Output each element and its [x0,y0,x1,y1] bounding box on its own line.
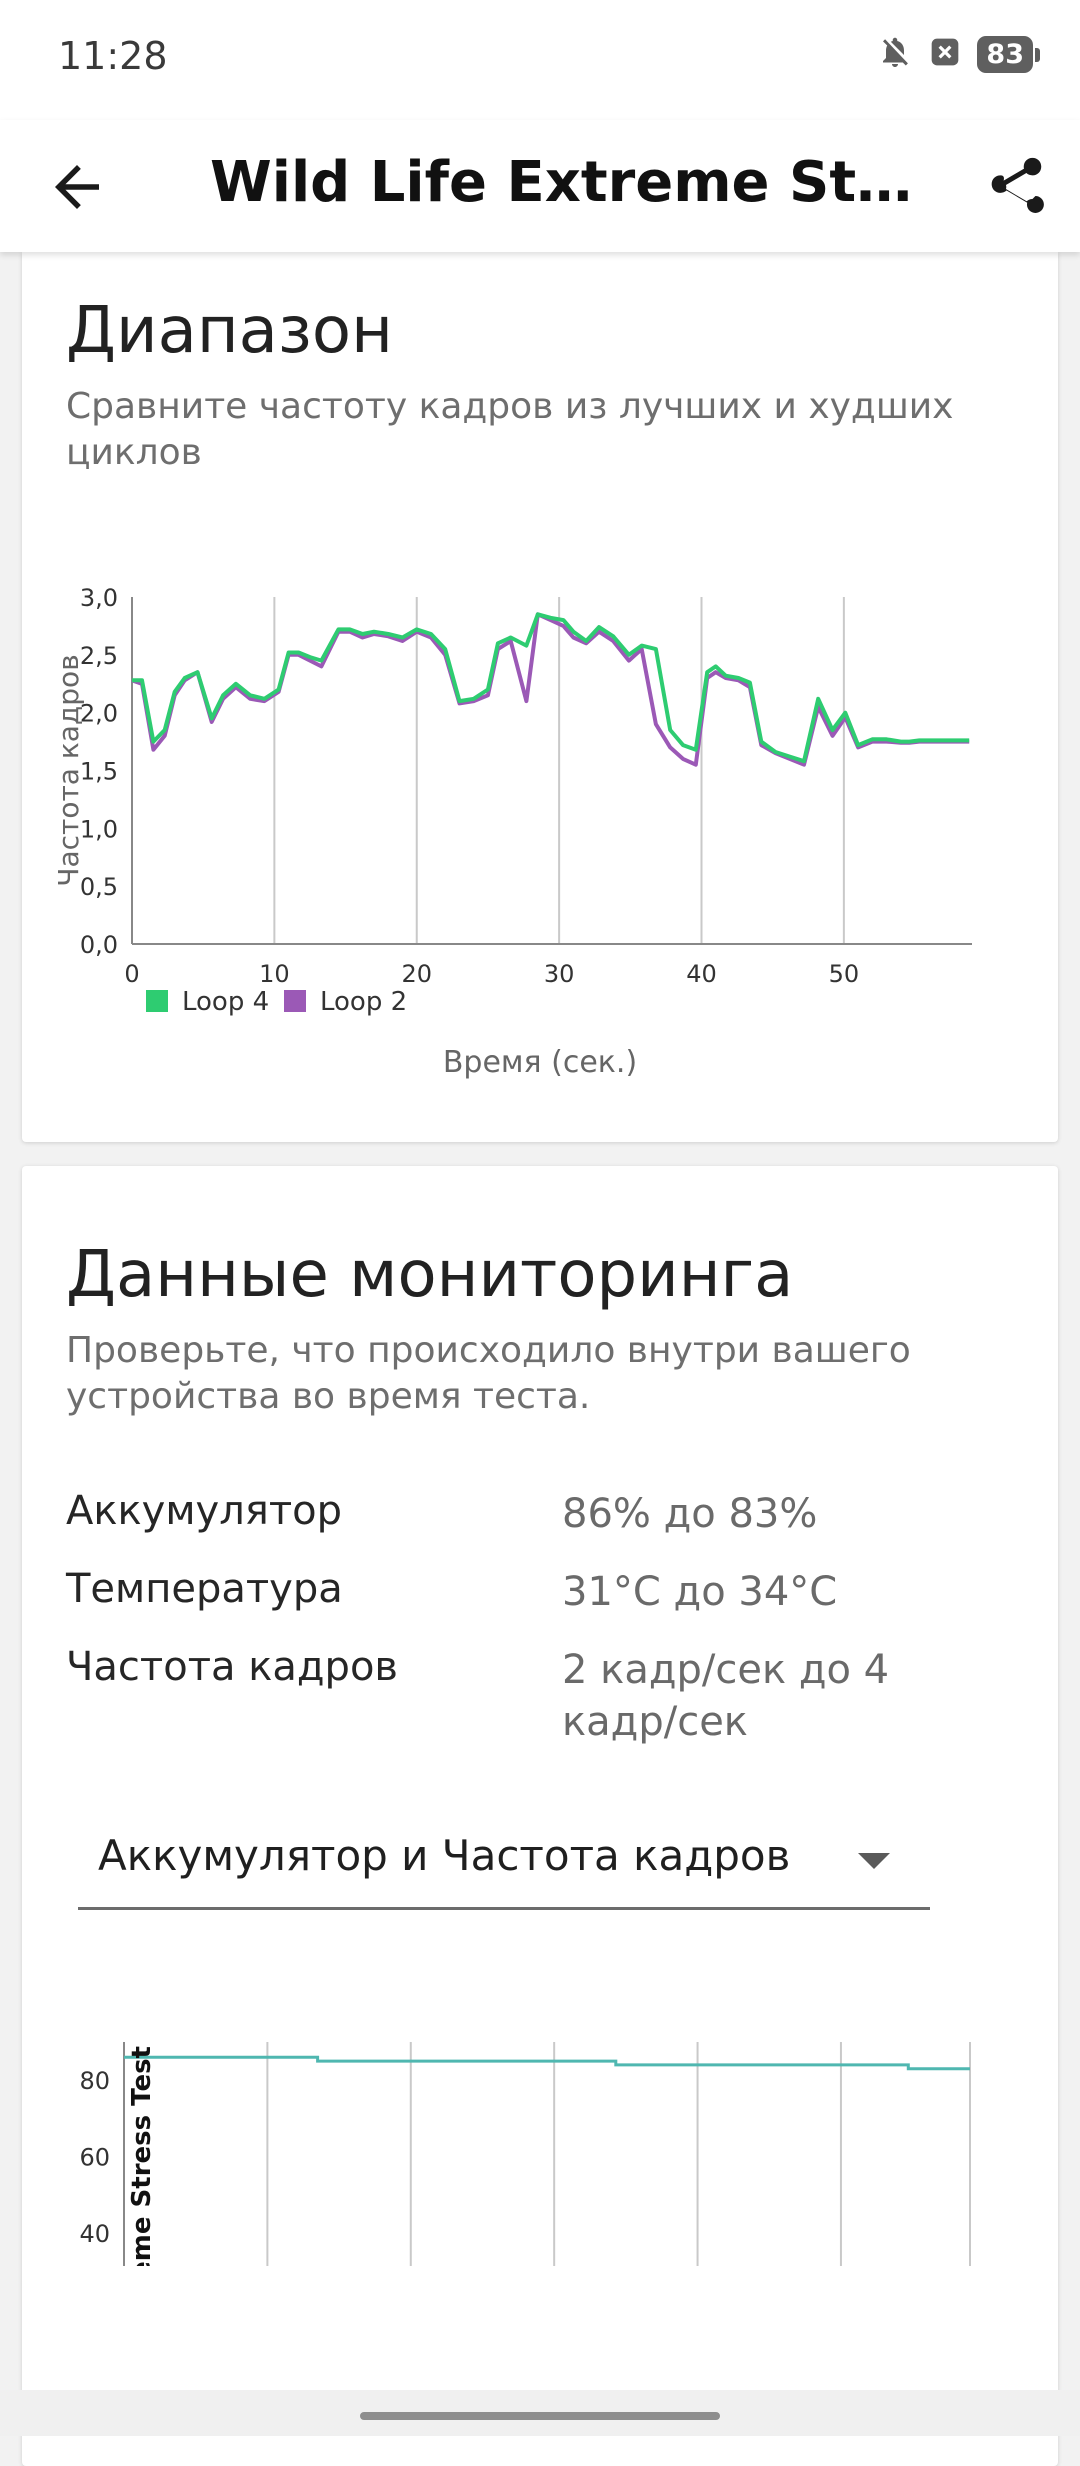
status-time: 11:28 [58,34,168,78]
chart-type-select[interactable]: Аккумулятор и Частота кадров [78,1811,930,1910]
legend-label: Loop 4 [182,987,269,1017]
x-tick-label: 0 [124,960,139,988]
stat-label: Аккумулятор [66,1488,342,1534]
range-subtitle: Сравните частоту кадров из лучших и худш… [66,386,954,473]
battery-icon: 83 [977,36,1040,73]
monitoring-chart: 020406080Wild Life Extreme Stress Test [79,2042,971,2266]
series-line-loop-4 [132,612,970,764]
y-tick-label: 1,0 [80,815,118,843]
x-tick-label: 40 [686,960,717,988]
select-value: Аккумулятор и Частота кадров [98,1831,791,1880]
monitoring-subtitle: Проверьте, что происходило внутри вашего… [66,1330,911,1417]
page-title: Wild Life Extreme Stress... [210,150,930,215]
share-icon [991,157,1044,213]
stat-label: Частота кадров [66,1644,398,1690]
x-tick-label: 20 [401,960,432,988]
y-tick-label: 0,5 [80,873,118,901]
y-tick-label: 60 [79,2144,110,2172]
legend-swatch [284,990,306,1012]
stat-value: 31°C до 34°C [562,1569,838,1615]
legend-label: Loop 2 [320,987,407,1017]
x-axis-label: Время (сек.) [443,1045,637,1080]
range-chart: 0,0 0,5 1,0 1,5 2,0 2,5 3,0 0 10 20 30 40 50 Частота … [52,584,972,1080]
stat-value: 2 кадр/сек до 4 кадр/сек [562,1647,890,1745]
home-bar[interactable] [360,2412,720,2420]
bell-off-icon [877,34,913,75]
arrow-left-icon [55,165,99,209]
x-tick-label: 50 [829,960,860,988]
range-card: Диапазон Сравните частоту кадров из лучш… [22,252,1058,1142]
share-button[interactable] [980,152,1050,222]
status-bar: 11:28 83 [0,0,1080,120]
y-axis-label: Частота кадров [52,654,85,886]
y-tick-label: 80 [79,2067,110,2095]
dropdown-arrow-icon [858,1853,890,1869]
series-line [124,2055,970,2071]
back-button[interactable] [44,154,110,220]
app-bar: Wild Life Extreme Stress... [0,120,1080,252]
y-tick-label: 0,0 [80,931,118,959]
y-tick-label: 40 [79,2220,110,2248]
y-tick-label: 2,5 [80,642,118,670]
monitoring-title: Данные мониторинга [66,1238,794,1312]
notification-x-icon [929,36,961,73]
range-title: Диапазон [66,294,393,368]
status-icons: 83 [877,34,1040,75]
x-tick-label: 30 [544,960,575,988]
y-tick-label: 3,0 [80,584,118,612]
y-tick-label: 2,0 [80,700,118,728]
rotated-chart-label: Wild Life Extreme Stress Test [127,2046,157,2266]
stat-label: Температура [66,1566,343,1612]
y-tick-label: 1,5 [80,758,118,786]
monitoring-card: Данные мониторинга Проверьте, что происх… [22,1166,1058,2466]
home-indicator [0,2390,1080,2436]
battery-level: 83 [977,36,1033,73]
legend-swatch [146,990,168,1012]
stat-value: 86% до 83% [562,1491,818,1537]
x-tick-label: 10 [259,960,290,988]
